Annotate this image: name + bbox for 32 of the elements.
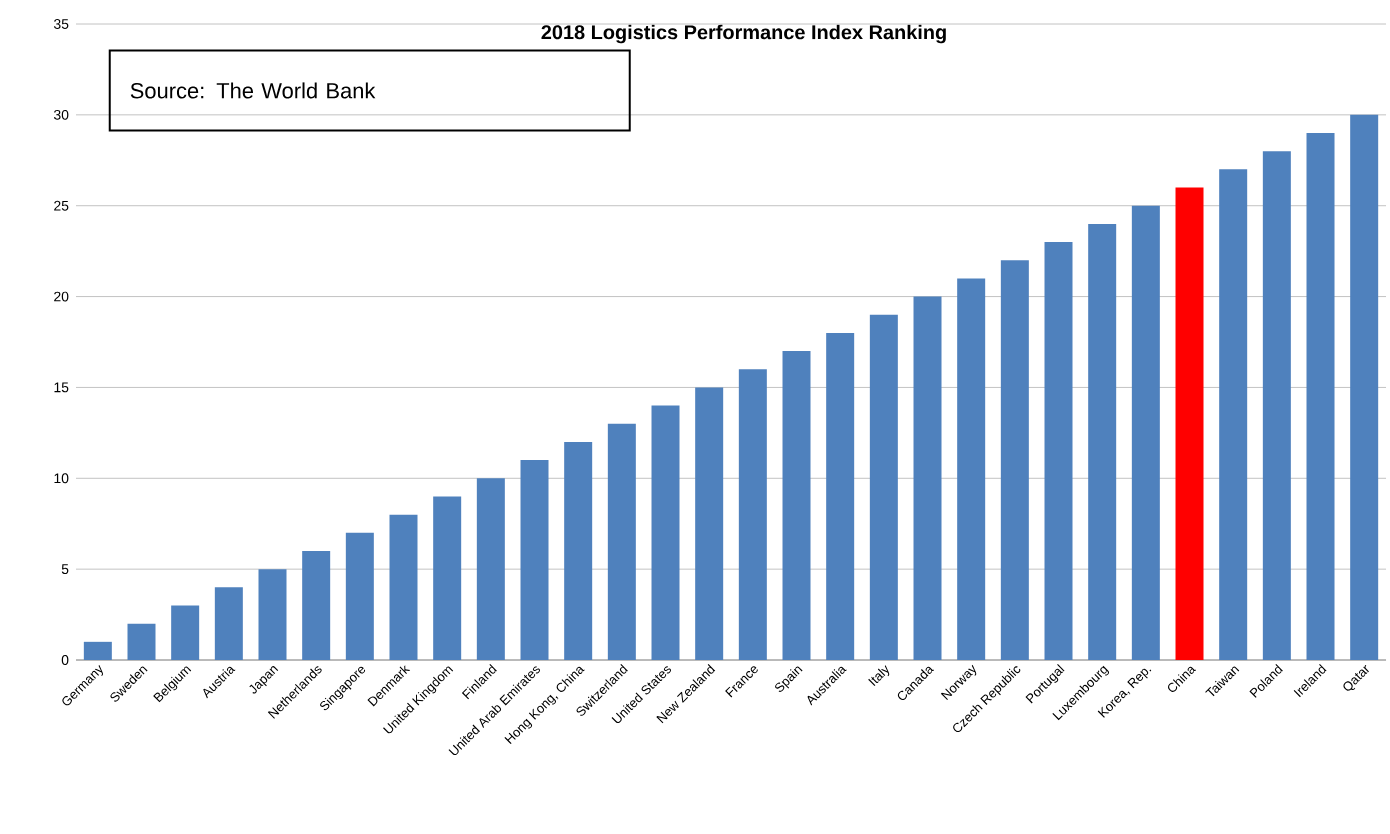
bar (1088, 223, 1117, 660)
bar (782, 351, 811, 660)
chart-title: 2018 Logistics Performance Index Ranking (541, 24, 946, 44)
bar (695, 387, 724, 660)
bar (1219, 169, 1248, 660)
bar (1350, 114, 1379, 660)
bar (869, 314, 898, 660)
bar (476, 478, 505, 660)
annotation: Source: The World Bank (130, 82, 376, 99)
bar (1262, 151, 1291, 660)
bar (302, 550, 331, 660)
bar (345, 532, 374, 660)
bar (83, 641, 112, 660)
bar (1000, 260, 1029, 660)
bar (127, 623, 156, 660)
bar (826, 332, 855, 660)
bar (1131, 205, 1160, 660)
bar (957, 278, 986, 660)
bar (913, 296, 942, 660)
bar (564, 441, 593, 660)
bar (433, 496, 462, 660)
bar (1306, 133, 1335, 660)
bar (171, 605, 200, 660)
bar (607, 423, 636, 660)
bar (1175, 187, 1204, 660)
bar (258, 569, 287, 660)
bar (1044, 242, 1073, 660)
bar (520, 460, 549, 660)
bar (651, 405, 680, 660)
bar (389, 514, 418, 660)
bar (214, 587, 243, 660)
bar (738, 369, 767, 660)
